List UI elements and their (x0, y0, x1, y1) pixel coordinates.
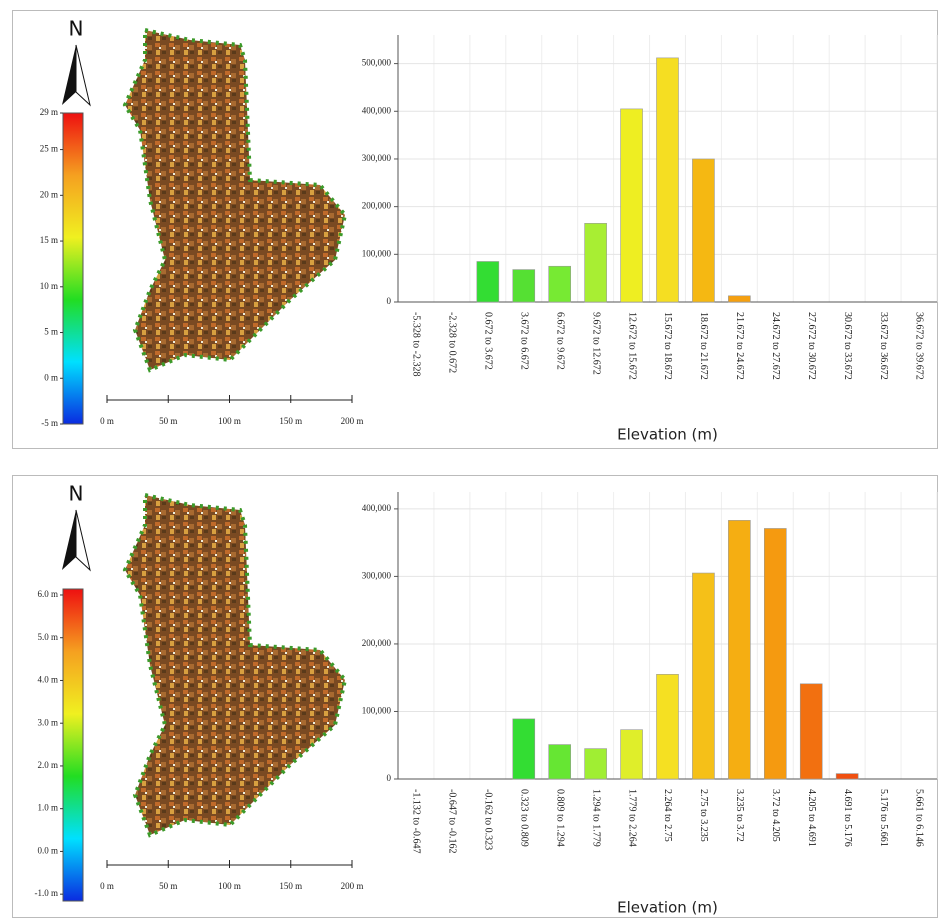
colorbar-tick-label: 6.0 m (37, 589, 58, 599)
x-tick-label: 1.779 to 2.264 (626, 789, 637, 847)
colorbar-tick-label: -1.0 m (35, 888, 59, 898)
x-tick-label: 12.672 to 15.672 (626, 312, 637, 380)
y-tick-label: 200,000 (362, 638, 392, 648)
x-tick-label: 30.672 to 33.672 (842, 312, 853, 380)
y-tick-label: 100,000 (362, 706, 392, 716)
colorbar-tick-label: 0 m (44, 372, 58, 382)
bar (621, 109, 643, 302)
bar (549, 745, 571, 779)
y-tick-label: 0 (387, 296, 392, 306)
scale-bar-label: 0 m (100, 881, 114, 891)
bar (657, 674, 679, 779)
bar (836, 774, 858, 779)
x-tick-label: 4.205 to 4.691 (806, 789, 817, 847)
colorbar-tick-label: 1.0 m (37, 803, 58, 813)
scale-bar-label: 50 m (159, 881, 177, 891)
x-tick-label: 18.672 to 21.672 (698, 312, 709, 380)
scale-bar-label: 0 m (100, 416, 114, 426)
colorbar (63, 113, 83, 424)
colorbar-tick-label: 10 m (40, 281, 58, 291)
scale-bar-label: 150 m (279, 881, 302, 891)
y-tick-label: 500,000 (362, 58, 392, 68)
colorbar-tick-label: 4.0 m (37, 675, 58, 685)
point-cloud-map (125, 495, 345, 835)
x-tick-label: 24.672 to 27.672 (770, 312, 781, 380)
scale-bar-label: 150 m (279, 416, 302, 426)
colorbar-tick-label: -5 m (41, 418, 58, 428)
bar (692, 159, 714, 302)
colorbar-tick-label: 3.0 m (37, 717, 58, 727)
x-tick-label: 3.72 to 4.205 (770, 789, 781, 842)
colorbar-tick-label: 5.0 m (37, 632, 58, 642)
colorbar-tick-label: 15 m (40, 235, 58, 245)
bar (549, 266, 571, 302)
bar (800, 684, 822, 779)
scale-bar-label: 50 m (159, 416, 177, 426)
x-axis-label: Elevation (m) (617, 426, 718, 444)
bar (692, 573, 714, 779)
x-tick-label: -0.162 to 0.323 (483, 789, 494, 850)
colorbar-tick-label: 5 m (44, 327, 58, 337)
x-tick-label: 0.323 to 0.809 (518, 789, 529, 847)
x-tick-label: 9.672 to 12.672 (590, 312, 601, 375)
y-tick-label: 300,000 (362, 153, 392, 163)
colorbar-tick-label: 20 m (40, 189, 58, 199)
scale-bar-label: 200 m (341, 881, 364, 891)
x-tick-label: 0.809 to 1.294 (554, 789, 565, 847)
x-tick-label: 3.672 to 6.672 (518, 312, 529, 370)
x-tick-label: 6.672 to 9.672 (554, 312, 565, 370)
scale-bar-label: 200 m (341, 416, 364, 426)
point-cloud-map (125, 30, 345, 370)
bar (728, 520, 750, 779)
x-tick-label: -2.328 to 0.672 (447, 312, 458, 373)
figure: N 29 m 25 m 20 m 15 m 10 m 5 m 0 m -5 m 0 m 50 m 10… (0, 0, 939, 922)
colorbar-tick-label: 29 m (40, 107, 58, 117)
x-axis-label: Elevation (m) (617, 899, 718, 917)
colorbar-tick-label: 2.0 m (37, 760, 58, 770)
x-tick-label: 1.294 to 1.779 (590, 789, 601, 847)
bar (728, 296, 750, 302)
bar (513, 270, 535, 302)
x-tick-label: 0.672 to 3.672 (483, 312, 494, 370)
north-arrow (62, 510, 90, 570)
x-tick-label: 36.672 to 39.672 (914, 312, 925, 380)
north-label: N (69, 482, 84, 506)
y-tick-label: 400,000 (362, 105, 392, 115)
colorbar-tick-label: 25 m (40, 144, 58, 154)
x-tick-label: 4.691 to 5.176 (842, 789, 853, 847)
x-tick-label: 21.672 to 24.672 (734, 312, 745, 380)
x-tick-label: 3.235 to 3.72 (734, 789, 745, 842)
x-tick-label: 33.672 to 36.672 (878, 312, 889, 380)
scale-bar-label: 100 m (218, 881, 241, 891)
bar (657, 58, 679, 302)
x-tick-label: -1.132 to -0.647 (411, 789, 422, 853)
bar (477, 261, 499, 302)
y-tick-label: 300,000 (362, 570, 392, 580)
bar (621, 730, 643, 779)
x-tick-label: 15.672 to 18.672 (662, 312, 673, 380)
y-tick-label: 200,000 (362, 201, 392, 211)
colorbar-tick-label: 0.0 m (37, 845, 58, 855)
x-tick-label: 5.176 to 5.661 (878, 789, 889, 847)
x-tick-label: 2.75 to 3.235 (698, 789, 709, 842)
x-tick-label: -5.328 to -2.328 (411, 312, 422, 376)
x-tick-label: -0.647 to -0.162 (447, 789, 458, 853)
x-tick-label: 5.661 to 6.146 (914, 789, 925, 847)
bar (764, 528, 786, 779)
bar (585, 223, 607, 302)
bar (585, 749, 607, 779)
y-tick-label: 400,000 (362, 503, 392, 513)
colorbar (63, 589, 83, 901)
north-arrow (62, 45, 90, 105)
y-tick-label: 0 (387, 773, 392, 783)
x-tick-label: 27.672 to 30.672 (806, 312, 817, 380)
bar (513, 719, 535, 779)
y-tick-label: 100,000 (362, 248, 392, 258)
north-label: N (69, 17, 84, 41)
scale-bar-label: 100 m (218, 416, 241, 426)
x-tick-label: 2.264 to 2.75 (662, 789, 673, 842)
